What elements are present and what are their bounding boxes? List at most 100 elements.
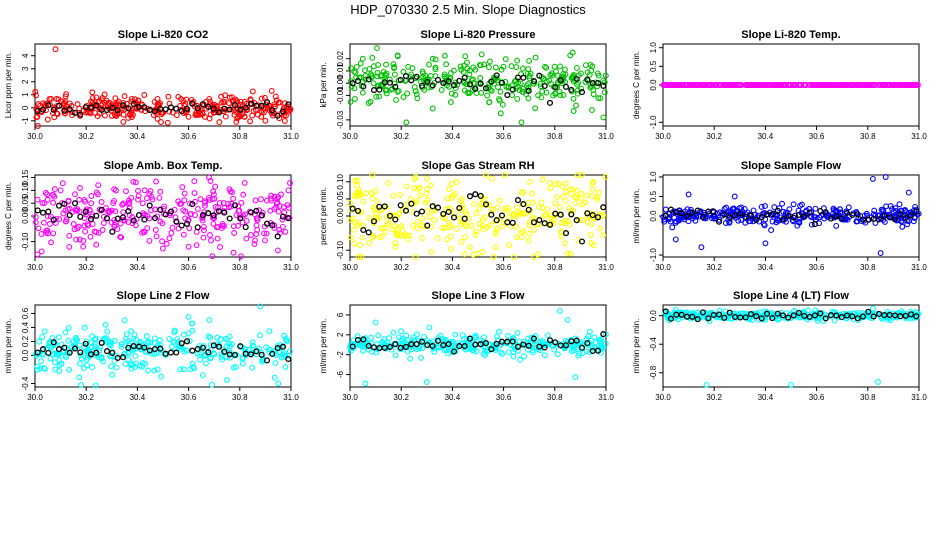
data-point [663,311,670,318]
x-tick-label: 30.4 [130,263,146,272]
data-point [210,220,217,227]
data-point [697,208,704,215]
data-point [146,237,153,244]
data-point [426,324,433,331]
data-point [407,195,414,202]
data-point [267,207,274,214]
data-point [478,89,485,96]
data-point [350,337,357,344]
data-point [66,100,73,107]
data-point [514,57,521,64]
data-point [400,68,407,75]
data-point [185,243,192,250]
data-point [208,237,214,244]
mean-point [349,205,356,212]
data-point [98,199,105,205]
data-point [385,220,392,227]
data-point [376,234,383,241]
data-point [585,333,592,340]
data-point [266,328,273,335]
data-point [182,215,189,222]
data-point [559,183,566,190]
mean-point [189,347,196,354]
data-point [143,333,150,339]
data-point [229,341,235,348]
data-point [127,112,134,119]
data-point [555,180,562,187]
data-point [282,228,289,235]
data-point [374,73,381,80]
data-point [590,242,597,249]
mean-point [173,218,180,225]
data-point [43,107,49,114]
data-point [369,195,376,202]
data-point [480,226,487,233]
mean-point [183,105,191,112]
data-point [517,80,524,87]
data-point [373,197,380,204]
y-tick-label: 0.5 [649,190,658,202]
data-point [441,224,448,231]
data-point [197,356,203,363]
data-point [114,110,121,116]
data-point [796,219,803,226]
mean-point [55,346,63,353]
mean-point [683,212,691,219]
mean-point [541,220,548,227]
data-point [432,56,439,63]
mean-point [231,102,239,109]
data-point [510,212,517,219]
mean-point [477,192,484,199]
data-point [413,91,420,98]
data-point [351,68,358,75]
mean-point [450,82,458,89]
data-point [41,328,48,335]
mean-point [472,191,479,198]
data-point [869,175,876,182]
mean-point [215,343,223,350]
mean-point [747,212,755,219]
data-point [179,184,186,191]
data-point [558,74,565,80]
x-tick-label: 30.8 [860,393,876,402]
data-point [568,191,574,197]
mean-point [493,217,500,224]
data-point [502,56,509,63]
y-tick-label: -0.4 [21,376,30,390]
data-point [165,93,172,100]
data-point [877,250,884,257]
data-point [462,53,469,60]
data-point [573,64,580,71]
data-point [383,90,390,97]
data-point [243,235,250,242]
data-point [128,328,135,335]
mean-point [226,106,233,113]
data-point [358,254,364,260]
mean-point [546,337,554,344]
mean-point [865,308,872,315]
data-point [207,354,214,361]
data-point [38,248,45,255]
mean-point [552,210,559,217]
mean-point [747,311,755,318]
x-tick-label: 30.6 [181,132,197,141]
data-point [482,172,489,179]
mean-point [109,228,116,235]
data-point [561,240,568,247]
mean-point [434,337,442,344]
data-point [250,342,257,349]
data-point [216,119,223,126]
data-point [80,237,87,244]
data-point [157,188,164,195]
data-point [405,236,412,243]
mean-point [440,342,447,349]
data-point [514,347,521,354]
mean-point [785,212,792,219]
x-tick-label: 30.4 [130,132,146,141]
data-point [525,346,532,353]
y-tick-label: 0.00 [336,208,345,224]
data-point [435,335,442,341]
data-point [55,351,62,358]
data-point [538,199,545,206]
panel-8: Slope Line 3 Flow 30.0 30.2 30.4 30.6 30.8 31.… [319,290,614,402]
